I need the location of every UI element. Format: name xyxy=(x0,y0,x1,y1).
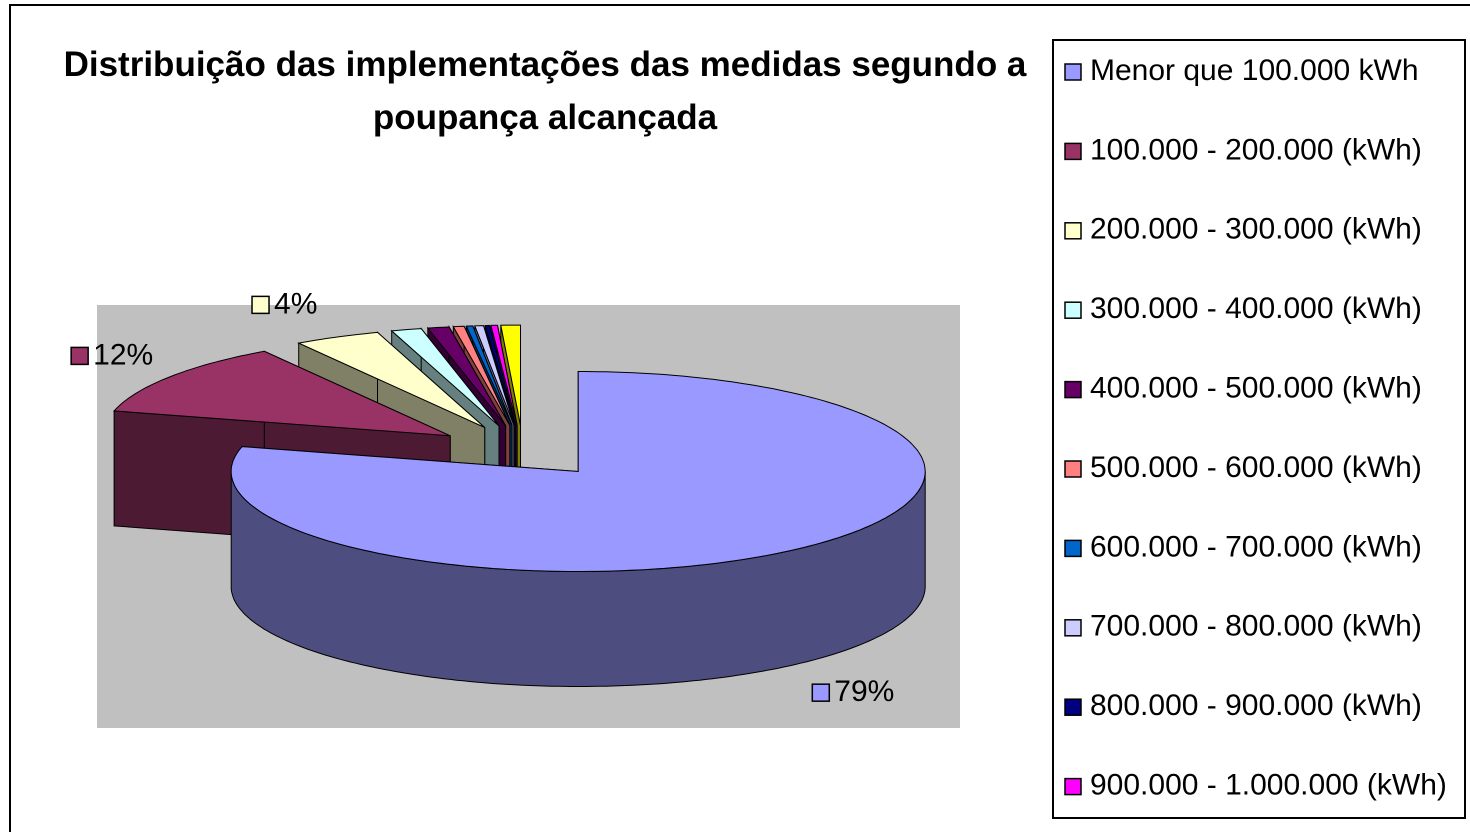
data-label-key xyxy=(251,295,270,315)
data-label: 12% xyxy=(93,338,153,371)
legend-key xyxy=(1064,619,1082,637)
slice xyxy=(465,325,513,426)
data-label-key xyxy=(811,683,831,702)
legend-label: 700.000 - 800.000 (kWh) xyxy=(1090,610,1422,643)
chart-title: Distribuição das implementações das medi… xyxy=(63,45,1027,137)
legend-label: 800.000 - 900.000 (kWh) xyxy=(1090,689,1422,722)
legend-label: Menor que 100.000 kWh xyxy=(1090,54,1419,87)
slice xyxy=(452,325,511,426)
slice xyxy=(426,326,507,426)
legend-key xyxy=(1064,63,1082,81)
legend-key xyxy=(1064,460,1082,478)
legend-key xyxy=(1064,142,1082,161)
data-label: 4% xyxy=(274,287,317,320)
legend-label: 300.000 - 400.000 (kWh) xyxy=(1090,292,1422,325)
slice xyxy=(297,331,486,428)
legend-label: 100.000 - 200.000 (kWh) xyxy=(1090,133,1422,166)
data-label: 79% xyxy=(834,675,894,708)
slice xyxy=(113,350,451,437)
slice xyxy=(390,328,500,427)
legend-label: 900.000 - 1.000.000 (kWh) xyxy=(1090,769,1447,802)
slice xyxy=(474,325,515,426)
legend-key xyxy=(1064,777,1082,796)
legend-label: 200.000 - 300.000 (kWh) xyxy=(1090,213,1422,246)
slice xyxy=(230,371,926,572)
slice xyxy=(484,324,517,426)
legend-key xyxy=(1064,539,1082,558)
legend-key xyxy=(1064,301,1082,319)
data-label-key xyxy=(70,346,89,366)
legend-label: 500.000 - 600.000 (kWh) xyxy=(1090,451,1422,484)
legend-key xyxy=(1064,698,1082,716)
legend-key xyxy=(1064,222,1082,240)
legend-key xyxy=(1064,380,1082,399)
legend-label: 400.000 - 500.000 (kWh) xyxy=(1090,372,1422,405)
slice xyxy=(500,324,521,426)
legend-label: 600.000 - 700.000 (kWh) xyxy=(1090,530,1422,563)
legend-box xyxy=(1052,39,1466,819)
slice xyxy=(490,324,518,426)
